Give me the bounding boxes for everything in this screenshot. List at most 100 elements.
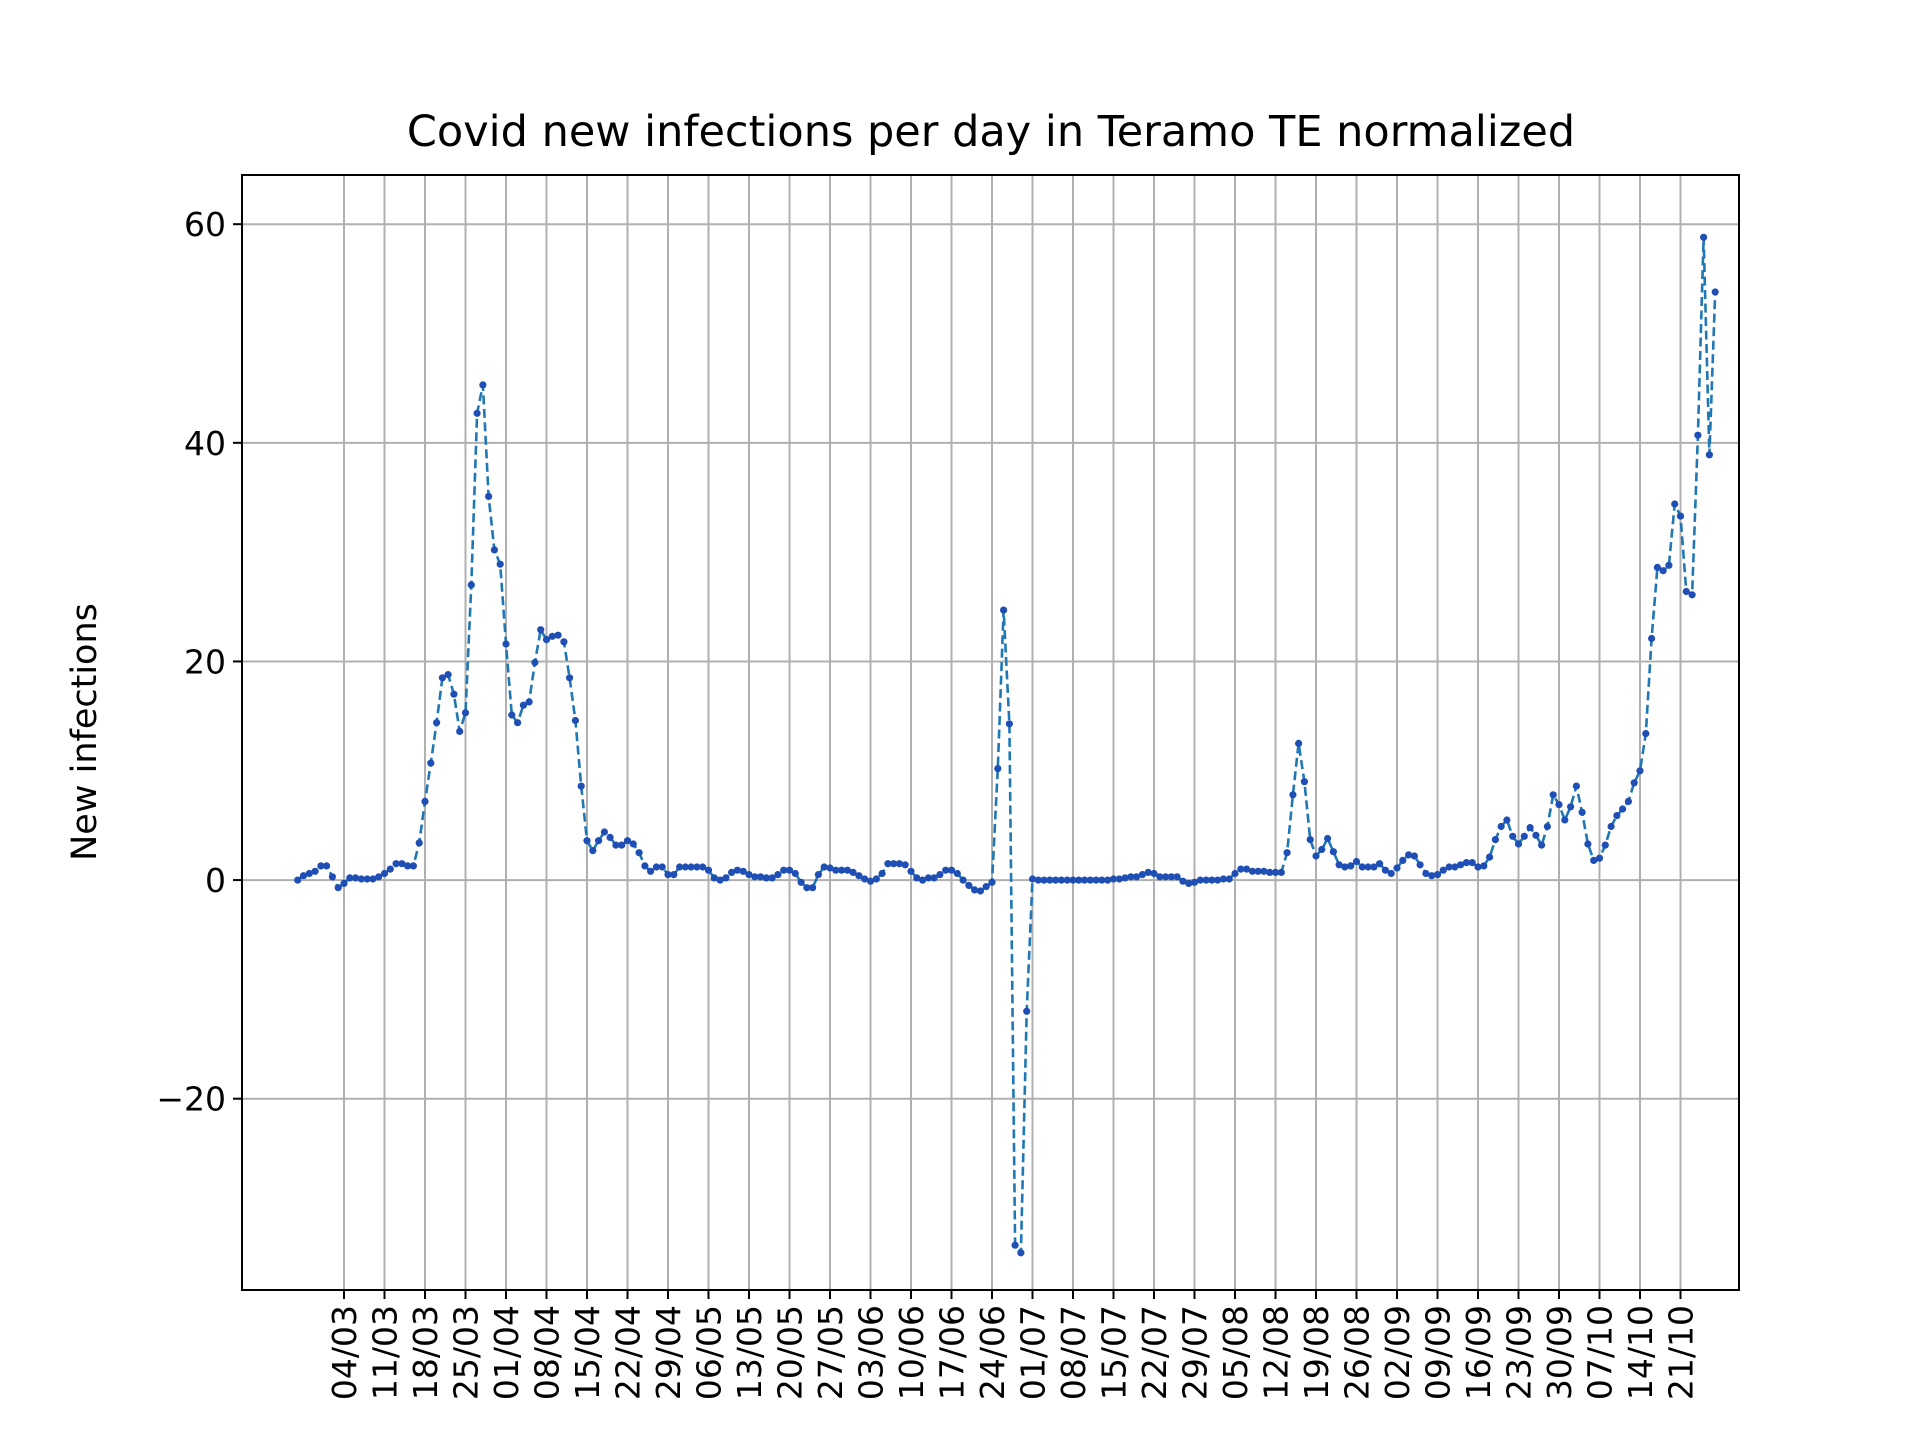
- data-point: [1144, 868, 1152, 877]
- data-point: [1451, 863, 1459, 871]
- data-point: [311, 867, 319, 875]
- x-tick-label: 20/05: [771, 1305, 810, 1400]
- data-point: [1364, 863, 1372, 871]
- data-point: [699, 863, 707, 871]
- data-point: [1277, 868, 1285, 877]
- data-point: [583, 837, 591, 845]
- data-point: [375, 873, 383, 881]
- data-point: [1318, 845, 1326, 854]
- data-point: [1705, 451, 1713, 459]
- data-point: [924, 874, 933, 882]
- data-point: [1046, 876, 1054, 884]
- x-tick-label: 19/08: [1297, 1305, 1336, 1400]
- data-point: [820, 863, 828, 871]
- data-point: [1676, 512, 1685, 520]
- data-point: [1254, 867, 1262, 875]
- data-point: [814, 871, 823, 879]
- data-point: [1370, 863, 1378, 871]
- data-point: [994, 765, 1002, 773]
- data-point: [826, 864, 834, 872]
- data-point: [1266, 868, 1274, 877]
- data-point: [1549, 791, 1557, 799]
- data-point: [1468, 859, 1476, 867]
- data-point: [1109, 875, 1118, 883]
- data-point: [1237, 865, 1245, 873]
- data-point: [1659, 567, 1667, 575]
- data-point: [1358, 863, 1366, 871]
- data-point: [1312, 852, 1320, 860]
- data-point: [352, 874, 360, 882]
- data-point: [1509, 832, 1517, 840]
- data-point: [728, 868, 736, 877]
- data-point: [1543, 822, 1551, 831]
- data-point: [745, 871, 753, 879]
- data-point: [1283, 849, 1291, 857]
- data-point: [1104, 876, 1112, 884]
- data-point: [386, 865, 394, 873]
- y-tick-label: 20: [184, 642, 226, 681]
- data-point: [467, 581, 475, 589]
- data-point: [855, 872, 863, 880]
- data-point: [566, 674, 574, 682]
- data-point: [450, 690, 458, 698]
- data-point: [1057, 876, 1065, 884]
- data-point: [427, 759, 435, 767]
- data-point: [953, 869, 961, 878]
- data-point: [1457, 861, 1465, 869]
- data-point: [988, 878, 996, 886]
- data-point: [612, 841, 620, 849]
- data-point: [947, 866, 956, 874]
- data-point: [1052, 876, 1060, 884]
- data-point: [1578, 808, 1586, 816]
- x-tick-label: 05/08: [1216, 1305, 1255, 1400]
- data-point: [404, 862, 412, 870]
- data-point: [1011, 1241, 1019, 1249]
- data-point: [1410, 852, 1418, 860]
- data-point: [919, 876, 927, 884]
- data-point: [1445, 863, 1453, 871]
- data-point: [1208, 876, 1216, 884]
- data-point: [890, 860, 898, 868]
- data-point: [774, 871, 782, 879]
- data-point: [305, 869, 313, 878]
- data-point: [1381, 866, 1389, 874]
- data-point: [1601, 841, 1609, 849]
- data-point: [369, 875, 377, 883]
- data-point: [1335, 861, 1343, 869]
- data-point: [1642, 730, 1650, 738]
- data-point: [542, 636, 551, 644]
- data-point: [1329, 848, 1337, 856]
- data-point: [687, 863, 695, 871]
- data-point: [1607, 822, 1615, 831]
- data-point: [1526, 824, 1534, 832]
- data-point: [1231, 869, 1239, 878]
- y-tick-label: 60: [184, 205, 226, 244]
- data-point: [1138, 871, 1146, 879]
- data-point: [1532, 831, 1540, 839]
- x-tick-label: 22/07: [1135, 1305, 1174, 1400]
- data-point: [1555, 801, 1563, 809]
- data-point: [1133, 873, 1141, 881]
- data-point: [1190, 878, 1199, 886]
- data-point: [537, 626, 545, 634]
- x-tick-label: 27/05: [811, 1305, 850, 1400]
- data-point: [1347, 862, 1355, 870]
- data-point: [751, 873, 759, 881]
- data-point: [1063, 876, 1071, 884]
- data-point: [1399, 856, 1407, 865]
- data-point: [757, 873, 765, 881]
- data-point: [1561, 816, 1569, 824]
- data-point: [716, 876, 724, 884]
- x-tick-label: 04/03: [325, 1305, 364, 1400]
- data-point: [1462, 859, 1470, 867]
- data-point: [618, 841, 626, 849]
- data-point: [1387, 869, 1395, 878]
- data-point: [1225, 875, 1233, 883]
- data-point: [1671, 500, 1679, 508]
- data-point: [623, 837, 632, 845]
- data-point: [641, 862, 649, 870]
- data-point: [444, 671, 452, 679]
- chart-title: Covid new infections per day in Teramo T…: [407, 107, 1575, 157]
- data-point: [1428, 872, 1436, 880]
